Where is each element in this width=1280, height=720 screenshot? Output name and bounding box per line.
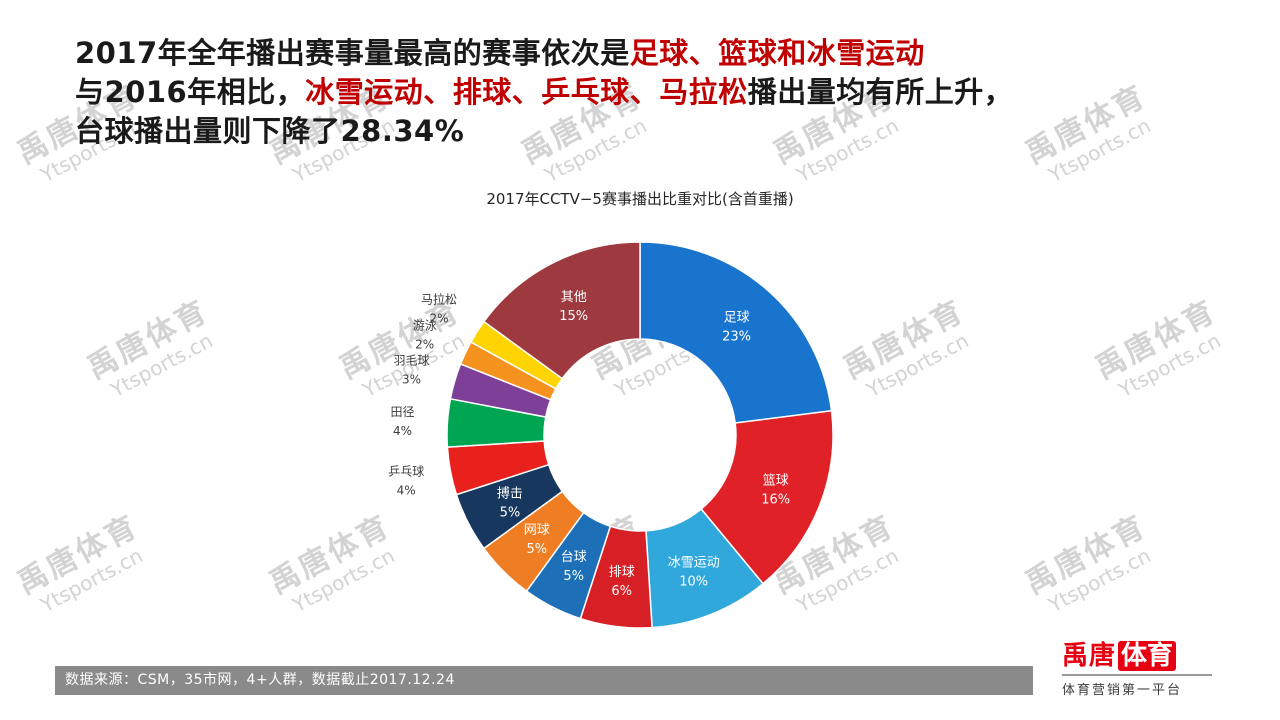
source-text: 数据来源：CSM，35市网，4+人群，数据截止2017.12.24 <box>65 672 455 688</box>
pie-slice-其他 <box>482 241 641 380</box>
logo-block: 禹唐 体育 体育营销第一平台 <box>1062 641 1212 698</box>
headline-line: 2017年全年播出赛事量最高的赛事依次是足球、篮球和冰雪运动 <box>75 34 1013 73</box>
slice-label-name: 足球 <box>724 311 750 326</box>
headline-segment: 冰雪运动、排球、乒乓球、马拉松 <box>305 75 748 109</box>
slice-label-name: 其他 <box>561 290 587 305</box>
slice-label-value: 3% <box>402 373 421 387</box>
watermark-text-cn: 禹唐体育 <box>1089 293 1223 387</box>
slice-label-value: 5% <box>526 542 547 557</box>
watermark-text-cn: 禹唐体育 <box>11 508 145 602</box>
watermark-text-cn: 禹唐体育 <box>81 293 215 387</box>
watermark-text-en: Ytsports.cn <box>1044 543 1155 617</box>
slice-label-value: 16% <box>761 493 790 508</box>
watermark-text-en: Ytsports.cn <box>1114 328 1225 402</box>
slice-label-value: 2% <box>429 312 448 326</box>
watermark-text-en: Ytsports.cn <box>1044 113 1155 187</box>
headline-line: 与2016年相比，冰雪运动、排球、乒乓球、马拉松播出量均有所上升， <box>75 73 1013 112</box>
slice-label-value: 15% <box>559 309 588 324</box>
slice-label-name: 排球 <box>609 565 635 580</box>
watermark-text-cn: 禹唐体育 <box>837 293 971 387</box>
slice-label-name: 田径 <box>390 405 414 419</box>
slice-label-value: 5% <box>563 569 584 584</box>
headline-segment: 播出量均有所上升， <box>747 75 1014 109</box>
slice-label-value: 4% <box>397 484 416 498</box>
headline-segment: 足球、篮球和冰雪运动 <box>629 36 925 70</box>
headline-line: 台球播出量则下降了28.34% <box>75 112 1013 151</box>
slice-label-name: 冰雪运动 <box>668 556 720 571</box>
donut-chart-container: 足球 23% 篮球 16% 冰雪运动 10% 排球 6% 台球 5% 网球 5% 搏击 5% 乒乓球 4% 田径… <box>370 222 850 651</box>
slice-label-name: 篮球 <box>763 474 789 489</box>
chart-title: 2017年CCTV−5赛事播出比重对比(含首重播) <box>486 190 794 208</box>
slice-label-name: 马拉松 <box>421 292 457 307</box>
watermark-text-en: Ytsports.cn <box>862 328 973 402</box>
headline-segment: 与2016年相比， <box>75 75 306 109</box>
slice-label-value: 10% <box>679 575 708 590</box>
slice-label-value: 2% <box>415 338 434 352</box>
headline-segment: 台球播出量则下降了28.34% <box>75 114 465 148</box>
slice-label-value: 23% <box>722 330 751 345</box>
slice-label-value: 5% <box>500 505 521 520</box>
slice-label-name: 台球 <box>561 550 587 565</box>
logo-badge: 体育 <box>1118 641 1177 671</box>
logo-tagline: 体育营销第一平台 <box>1062 674 1212 698</box>
logo: 禹唐 体育 <box>1062 641 1212 671</box>
logo-text: 禹唐 <box>1062 641 1117 671</box>
slice-label-name: 羽毛球 <box>393 354 429 368</box>
slice-label-value: 6% <box>611 584 632 599</box>
donut-chart: 足球23%篮球16%冰雪运动10%排球6%台球5%网球5%搏击5%乒乓球4%田径… <box>388 241 834 629</box>
pie-slice-足球 <box>639 241 833 424</box>
watermark-text-cn: 禹唐体育 <box>1019 508 1153 602</box>
headline: 2017年全年播出赛事量最高的赛事依次是足球、篮球和冰雪运动 与2016年相比，冰… <box>75 34 1013 151</box>
watermark-text-cn: 禹唐体育 <box>1019 78 1153 172</box>
slice-label-value: 4% <box>393 424 412 438</box>
source-bar: 数据来源：CSM，35市网，4+人群，数据截止2017.12.24 <box>55 666 1033 695</box>
watermark-text-en: Ytsports.cn <box>36 543 147 617</box>
slice-label-name: 游泳 <box>413 319 437 333</box>
slice-label-name: 网球 <box>524 523 550 538</box>
watermark-text-en: Ytsports.cn <box>106 328 217 402</box>
slice-label-name: 搏击 <box>497 485 523 501</box>
headline-segment: 2017年全年播出赛事量最高的赛事依次是 <box>75 36 630 70</box>
pie-slice-篮球 <box>700 409 834 585</box>
slice-label-name: 乒乓球 <box>388 465 424 479</box>
